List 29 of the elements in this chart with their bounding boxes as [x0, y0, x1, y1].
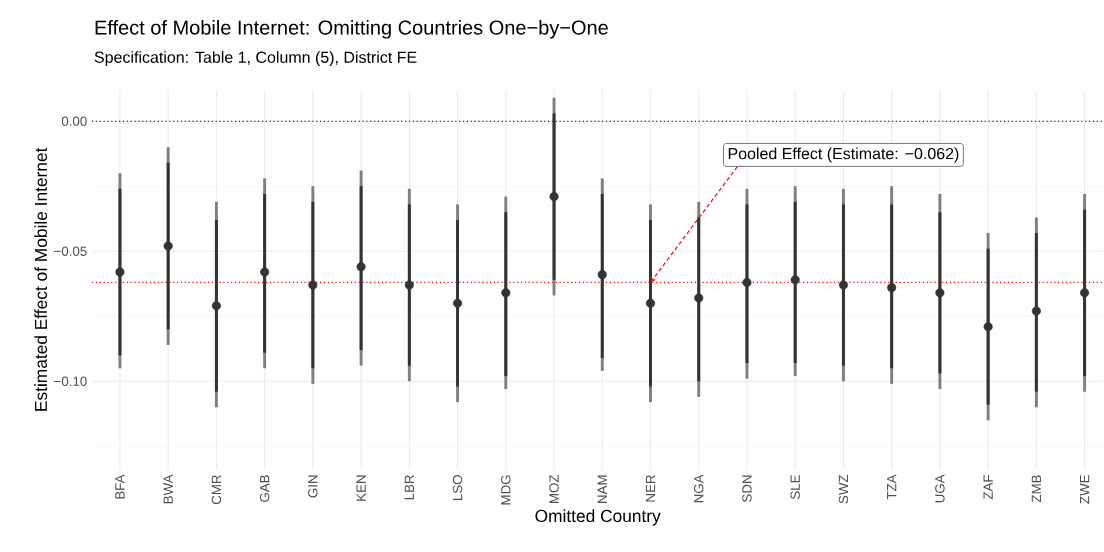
y-tick-label: −0.05: [54, 246, 87, 257]
x-tick-label: GIN: [308, 475, 318, 498]
x-tick-label: SDN: [742, 475, 752, 503]
x-tick-label: LBR: [404, 475, 414, 500]
x-tick-label: SLE: [790, 475, 800, 500]
x-tick-label: MOZ: [549, 475, 559, 504]
x-tick-label: BWA: [163, 474, 173, 504]
x-tick-label: UGA: [935, 474, 945, 503]
x-tick-label: ZAF: [983, 475, 993, 500]
y-tick-label: 0.00: [61, 116, 87, 127]
y-tick-label: −0.10: [54, 376, 87, 387]
annotation: Pooled Effect (Estimate: −0.062): [728, 147, 959, 163]
x-tick-label: MDG: [501, 475, 511, 505]
chart-title: Effect of Mobile Internet: Omitting Countries One−by−One: [95, 20, 608, 39]
x-tick-label: LSO: [452, 475, 463, 501]
x-tick-label: KEN: [356, 475, 366, 501]
x-tick-label: TZA: [887, 474, 897, 500]
x-tick-label: NER: [645, 475, 656, 502]
x-tick-label: ZMB: [1031, 475, 1041, 503]
y-axis-title: Estimated Effect of Mobile Internet: [34, 147, 48, 411]
chart-subtitle: Specification: Table 1, Column (5), District FE: [94, 51, 417, 67]
x-tick-label: ZWE: [1080, 475, 1090, 504]
x-tick-label: BFA: [115, 474, 125, 499]
x-tick-label: SWZ: [838, 475, 849, 504]
x-axis-title: Omitted Country: [535, 509, 661, 526]
x-tick-label: GAB: [259, 475, 270, 503]
x-tick-label: CMR: [211, 475, 222, 505]
x-tick-label: NAM: [597, 475, 607, 504]
x-tick-label: NGA: [694, 474, 704, 503]
